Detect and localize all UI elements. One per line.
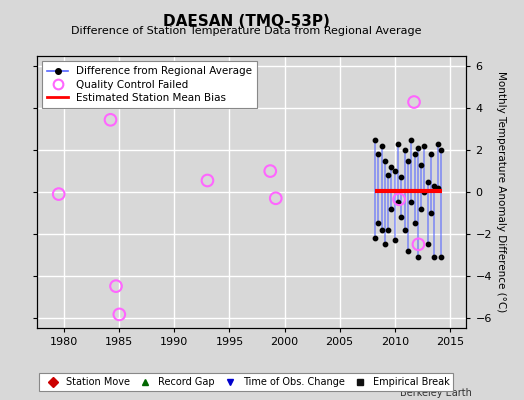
Text: DAESAN (TMQ-53P): DAESAN (TMQ-53P) — [163, 14, 330, 29]
Point — [427, 210, 435, 216]
Point — [106, 117, 115, 123]
Point — [377, 226, 386, 233]
Point — [420, 143, 429, 149]
Point — [374, 151, 383, 158]
Point — [417, 206, 425, 212]
Legend: Difference from Regional Average, Quality Control Failed, Estimated Station Mean: Difference from Regional Average, Qualit… — [42, 61, 257, 108]
Point — [410, 99, 418, 105]
Legend: Station Move, Record Gap, Time of Obs. Change, Empirical Break: Station Move, Record Gap, Time of Obs. C… — [39, 373, 453, 391]
Point — [374, 220, 383, 226]
Point — [420, 189, 429, 195]
Point — [427, 151, 435, 158]
Point — [115, 311, 124, 318]
Point — [395, 196, 403, 202]
Point — [384, 172, 392, 178]
Point — [203, 177, 212, 184]
Point — [417, 162, 425, 168]
Point — [400, 147, 409, 153]
Text: Difference of Station Temperature Data from Regional Average: Difference of Station Temperature Data f… — [71, 26, 421, 36]
Point — [380, 241, 389, 248]
Point — [404, 247, 412, 254]
Point — [394, 141, 402, 147]
Point — [410, 220, 419, 226]
Point — [400, 226, 409, 233]
Point — [394, 199, 402, 206]
Point — [112, 283, 120, 289]
Point — [54, 191, 63, 197]
Point — [407, 136, 416, 143]
Point — [390, 168, 399, 174]
Point — [423, 178, 432, 185]
Point — [390, 237, 399, 243]
Point — [407, 199, 416, 206]
Point — [266, 168, 275, 174]
Point — [430, 254, 439, 260]
Point — [377, 143, 386, 149]
Point — [413, 254, 422, 260]
Point — [380, 158, 389, 164]
Point — [387, 164, 396, 170]
Point — [370, 235, 379, 241]
Y-axis label: Monthly Temperature Anomaly Difference (°C): Monthly Temperature Anomaly Difference (… — [496, 71, 506, 313]
Point — [413, 145, 422, 151]
Point — [433, 185, 442, 191]
Point — [370, 136, 379, 143]
Point — [387, 206, 396, 212]
Point — [404, 158, 412, 164]
Point — [384, 226, 392, 233]
Point — [271, 195, 280, 202]
Point — [437, 147, 445, 153]
Text: Berkeley Earth: Berkeley Earth — [400, 388, 472, 398]
Point — [397, 174, 406, 180]
Point — [423, 241, 432, 248]
Point — [437, 254, 445, 260]
Point — [430, 182, 439, 189]
Point — [414, 241, 423, 248]
Point — [433, 141, 442, 147]
Point — [397, 214, 406, 220]
Point — [410, 151, 419, 158]
